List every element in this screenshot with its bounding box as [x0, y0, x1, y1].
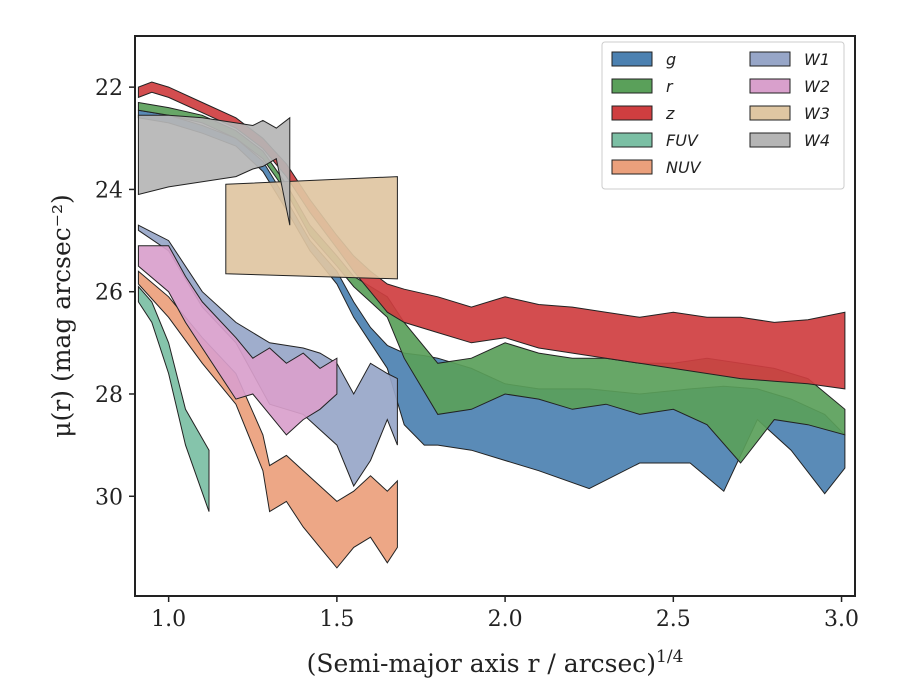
legend-swatch-nuv	[611, 159, 653, 175]
legend-label-z: z	[665, 104, 675, 123]
series-layer	[137, 81, 846, 569]
legend-swatch-z	[611, 105, 653, 121]
series-band-w4	[137, 114, 291, 226]
y-tick-label: 22	[95, 76, 123, 101]
legend-swatch-g	[611, 51, 653, 67]
legend-swatch-r	[611, 78, 653, 94]
series-band-w2	[137, 245, 338, 436]
legend-swatch-w1	[749, 51, 791, 67]
legend-label-r: r	[666, 77, 674, 96]
legend-label-w2: W2	[804, 77, 830, 96]
x-tick-label: 3.0	[824, 607, 859, 632]
legend-label-w1: W1	[804, 50, 830, 69]
y-tick-label: 26	[95, 281, 123, 306]
x-axis-label: (Semi-major axis r / arcsec)1/4	[307, 647, 684, 678]
y-axis-label: μ(r) (mag arcsec⁻²)	[47, 194, 76, 437]
x-tick-label: 1.5	[319, 607, 354, 632]
x-tick-label: 2.0	[488, 607, 523, 632]
x-axis-label-text: (Semi-major axis r / arcsec)	[307, 649, 656, 678]
legend-entries: grz FUV NUV W1 W2 W3 W4	[611, 50, 830, 177]
legend-label-w3: W3	[804, 104, 830, 123]
series-band-fuv	[137, 285, 210, 512]
x-tick-label: 1.0	[151, 607, 186, 632]
y-tick-label: 28	[95, 383, 123, 408]
legend: grz FUV NUV W1 W2 W3 W4	[601, 41, 845, 190]
legend-swatch-w2	[749, 78, 791, 94]
y-tick-label: 24	[95, 178, 123, 203]
series-band-w3	[225, 176, 398, 280]
legend-label-fuv: FUV	[666, 131, 699, 150]
plot-frame	[134, 35, 856, 597]
legend-swatch-fuv	[611, 132, 653, 148]
legend-label-g: g	[666, 50, 676, 69]
legend-label-nuv: NUV	[666, 158, 702, 177]
legend-swatch-w4	[749, 132, 791, 148]
x-tick-label: 2.5	[656, 607, 691, 632]
legend-swatch-w3	[749, 105, 791, 121]
y-tick-label: 30	[95, 485, 123, 510]
x-axis-label-superscript: 1/4	[656, 647, 683, 667]
legend-label-w4: W4	[804, 131, 830, 150]
